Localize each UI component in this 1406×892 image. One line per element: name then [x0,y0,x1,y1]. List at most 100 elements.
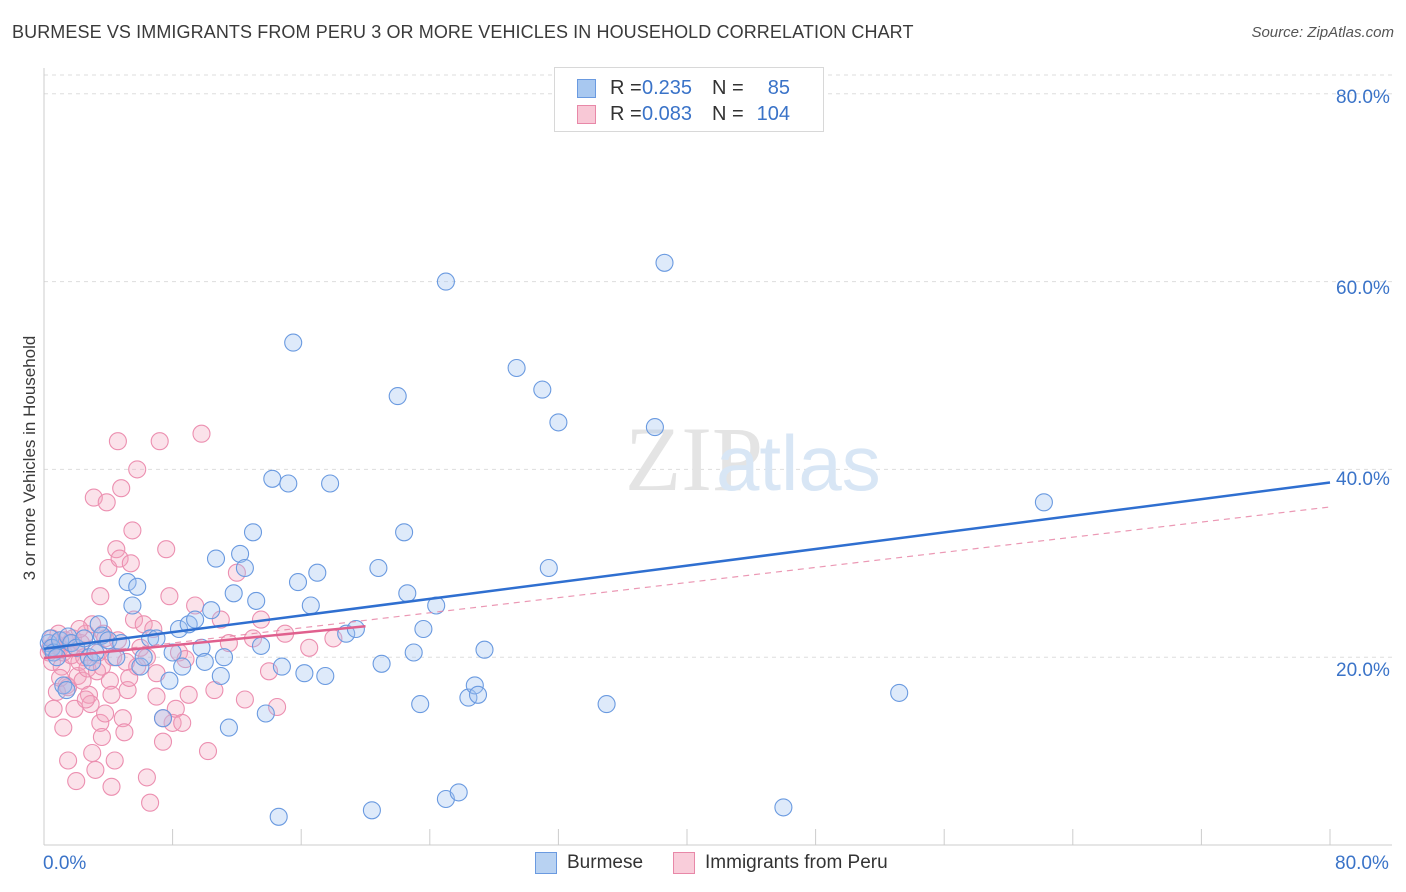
watermark-atlas: atlas [716,419,881,507]
peru-point [83,743,102,763]
chart-title: BURMESE VS IMMIGRANTS FROM PERU 3 OR MOR… [12,22,914,42]
burmese-point [269,807,288,826]
burmese-point [436,272,455,291]
burmese-point [256,704,275,723]
x-axis-max-label: 80.0% [1335,853,1389,874]
peru-point [67,772,86,791]
peru-point [86,760,105,779]
series-legend: Burmese Immigrants from Peru [535,852,918,874]
correlation-legend: R = 0.235 N = 85 R = 0.083 N = 104 [554,67,824,132]
y-tick-label-60: 60.0% [1336,278,1390,299]
burmese-point [1034,493,1053,512]
burmese-point [247,591,266,610]
peru-point [128,460,147,479]
burmese-point [645,418,664,437]
burmese-point [369,558,388,578]
burmese-point [131,657,150,676]
peru-point [108,432,127,451]
burmese-point [774,798,793,817]
peru-point [76,690,95,709]
burmese-point [89,615,108,634]
peru-point [192,424,211,443]
burmese-point [224,584,243,603]
legend-n-value: 104 [756,102,790,125]
burmese-point [308,563,327,582]
peru-point [211,610,230,629]
legend-swatch-burmese [535,852,557,874]
burmese-point [449,783,468,802]
legend-swatch-peru [577,104,596,124]
peru-point [107,540,126,559]
legend-item-burmese: Burmese [535,852,643,874]
trend-burmese [43,481,1331,650]
burmese-point [533,380,552,399]
legend-r-label: R = [610,76,642,99]
peru-point [91,587,110,606]
peru-point [92,727,111,747]
burmese-point [362,801,381,820]
peru-point [147,687,166,706]
axes [43,68,1392,846]
peru-point [59,751,78,770]
trend-lines [43,481,1331,660]
legend-swatch-burmese [577,78,596,98]
burmese-point [57,681,76,700]
burmese-point [411,695,430,714]
peru-point [96,704,115,723]
burmese-point [597,695,616,714]
y-tick-label-80: 80.0% [1336,87,1390,108]
burmese-point [279,474,298,493]
peru-point [124,610,144,629]
burmese-point [468,685,488,704]
peru-point [113,709,132,728]
y-tick-label-20: 20.0% [1336,660,1390,681]
trend-peru [43,624,366,660]
peru-point [157,540,176,559]
burmese-point [272,657,291,676]
burmese-point [211,666,230,686]
peru-point [123,521,142,540]
peru-point [100,671,119,690]
burmese-point [414,619,433,639]
burmese-point [388,387,407,406]
legend-item-peru: Immigrants from Peru [673,852,888,874]
burmese-point [398,584,417,603]
burmese-point [128,577,147,596]
peru-point [91,713,110,732]
burmese-point [206,549,226,568]
burmese-point [507,358,526,378]
legend-n-label: N = [712,102,744,125]
burmese-point [219,718,238,737]
legend-n-label: N = [712,76,744,99]
burmese-point [160,671,179,690]
peru-point [110,549,129,568]
burmese-point [195,652,214,671]
legend-swatch-peru [673,852,696,874]
peru-point [112,479,131,498]
chart-source: Source: ZipAtlas.com [1251,24,1394,41]
burmese-point [118,573,137,592]
peru-point [44,699,63,718]
burmese-point [153,709,173,728]
peru-point [105,751,124,770]
y-axis-label: 3 or more Vehicles in Household [20,335,39,581]
burmese-point [263,469,282,488]
peru-point [153,732,173,751]
peru-point [179,685,198,704]
peru-point [150,432,169,451]
legend-row-burmese: R = 0.235 N = 85 [577,76,790,100]
legend-r-value: 0.235 [642,76,693,99]
burmese-point [539,558,558,578]
peru-point [300,638,319,657]
burmese-point [251,636,271,655]
peru-point [163,713,182,732]
peru-point [54,718,73,737]
burmese-point [549,413,568,432]
burmese-point [295,664,314,683]
burmese-point [243,523,263,542]
peru-point [141,793,160,812]
burmese-point [321,474,340,493]
legend-n-value: 85 [767,76,790,99]
burmese-point [404,643,423,662]
